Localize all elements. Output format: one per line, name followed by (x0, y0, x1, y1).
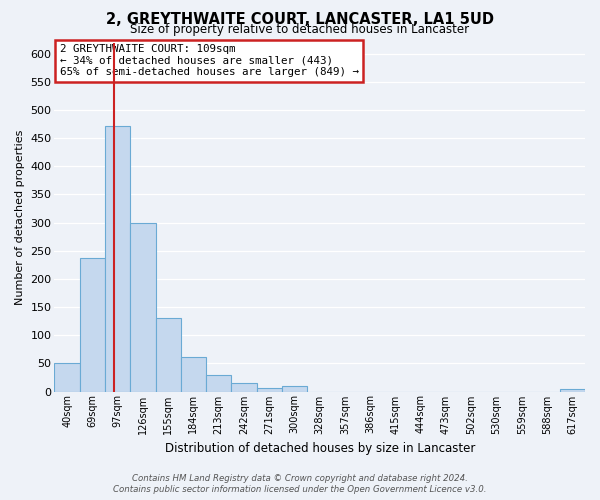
Bar (155, 318, 181, 392)
Text: 2 GREYTHWAITE COURT: 109sqm
← 34% of detached houses are smaller (443)
65% of se: 2 GREYTHWAITE COURT: 109sqm ← 34% of det… (60, 44, 359, 78)
Bar (55, 364, 80, 392)
Y-axis label: Number of detached properties: Number of detached properties (15, 130, 25, 304)
Bar (181, 356, 206, 392)
Text: Contains HM Land Registry data © Crown copyright and database right 2024.
Contai: Contains HM Land Registry data © Crown c… (113, 474, 487, 494)
Bar (105, 126, 130, 392)
Bar (130, 222, 155, 392)
Bar (206, 374, 232, 392)
Bar (257, 388, 282, 392)
Bar (560, 390, 585, 392)
Text: Size of property relative to detached houses in Lancaster: Size of property relative to detached ho… (130, 22, 470, 36)
Bar (282, 386, 307, 392)
Bar (80, 258, 105, 392)
Bar (232, 382, 257, 392)
Text: 2, GREYTHWAITE COURT, LANCASTER, LA1 5UD: 2, GREYTHWAITE COURT, LANCASTER, LA1 5UD (106, 12, 494, 28)
X-axis label: Distribution of detached houses by size in Lancaster: Distribution of detached houses by size … (164, 442, 475, 455)
